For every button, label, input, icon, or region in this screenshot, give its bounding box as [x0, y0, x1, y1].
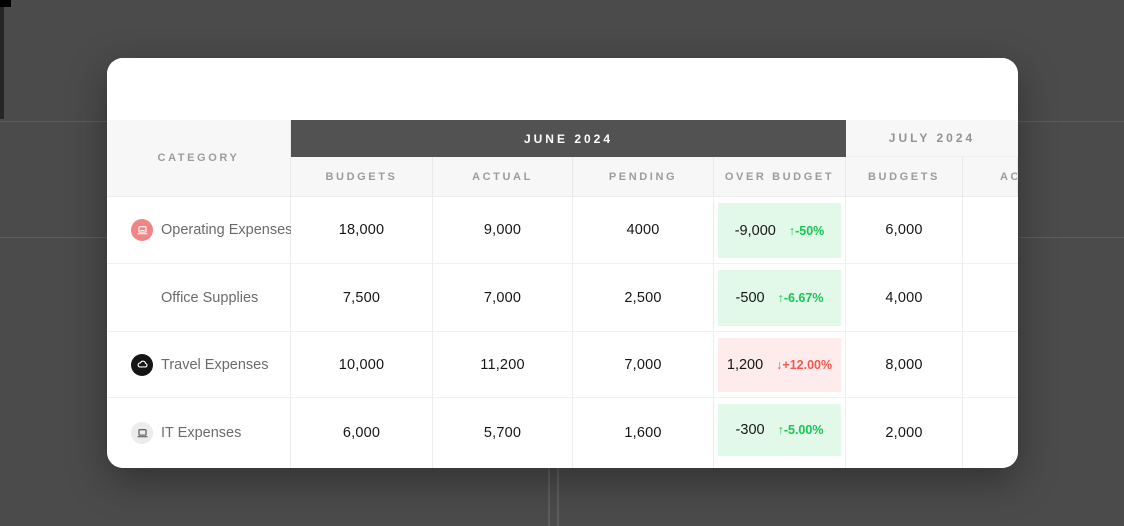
category-header-label: CATEGORY — [157, 152, 240, 164]
budget-table: CATEGORY JUNE 2024 JULY 2024 BUDGETS ACT… — [107, 120, 1018, 468]
over-budget-value: -300 — [735, 422, 765, 438]
july-budgets-cell: 4,000 — [846, 264, 963, 332]
column-header-june-actual: ACTUAL — [433, 157, 573, 197]
june-budgets-cell: 7,500 — [291, 264, 433, 332]
cloud-icon — [131, 353, 153, 376]
month-july-label: JULY 2024 — [888, 131, 976, 145]
june-over-budget-cell: -9,000 ↑-50% — [714, 197, 846, 264]
june-budgets-cell: 6,000 — [291, 398, 433, 468]
month-header-july: JULY 2024 — [846, 120, 1018, 157]
june-over-budget-cell: -300 ↑-5.00% — [714, 398, 846, 468]
cell-value: 4,000 — [885, 289, 923, 306]
column-header-june-pending: PENDING — [573, 157, 714, 197]
column-header-label: BUDGETS — [868, 170, 940, 183]
category-label: Operating Expenses — [161, 222, 293, 238]
budget-modal: CATEGORY JUNE 2024 JULY 2024 BUDGETS ACT… — [107, 58, 1018, 468]
column-header-july-budgets: BUDGETS — [846, 157, 963, 197]
laptop-icon — [131, 219, 153, 241]
arrow-up-icon: ↑ — [777, 291, 784, 305]
cell-value: 7,500 — [342, 289, 381, 306]
over-budget-percent: ↑-5.00% — [777, 423, 824, 437]
modal-header-blank — [107, 58, 1018, 120]
column-header-june-budgets: BUDGETS — [291, 157, 433, 197]
cell-value: 2,500 — [624, 289, 662, 306]
july-actual-cell — [963, 264, 1018, 332]
month-header-june: JUNE 2024 — [291, 120, 846, 157]
icon-spacer — [131, 287, 153, 309]
over-budget-percent: ↓+12.00% — [776, 358, 833, 372]
category-column-header: CATEGORY — [107, 120, 291, 197]
month-june-label: JUNE 2024 — [523, 131, 614, 146]
over-budget-percent: ↑-6.67% — [777, 291, 824, 305]
june-pending-cell: 2,500 — [573, 264, 714, 332]
over-budget-percent: ↑-50% — [788, 223, 825, 238]
july-actual-cell — [963, 332, 1018, 398]
cell-value: 10,000 — [338, 356, 385, 373]
over-budget-badge: 1,200 ↓+12.00% — [718, 338, 841, 392]
cell-value: 9,000 — [483, 222, 522, 238]
backdrop-divider — [557, 462, 559, 526]
arrow-up-icon: ↑ — [777, 423, 784, 437]
cell-value: 4000 — [626, 222, 660, 238]
cell-value: 7,000 — [624, 356, 662, 373]
cell-value: 2,000 — [885, 425, 923, 441]
june-budgets-cell: 10,000 — [291, 332, 433, 398]
june-actual-cell: 9,000 — [433, 197, 573, 264]
arrow-up-icon: ↑ — [788, 223, 796, 238]
column-header-label: ACTUAL — [1000, 170, 1017, 183]
column-header-june-over-budget: OVER BUDGET — [714, 157, 846, 197]
category-label: Office Supplies — [161, 289, 259, 306]
july-budgets-cell: 6,000 — [846, 197, 963, 264]
over-budget-value: -500 — [735, 290, 765, 306]
july-budgets-cell: 8,000 — [846, 332, 963, 398]
laptop-icon — [131, 422, 153, 444]
cell-value: 6,000 — [885, 222, 923, 238]
june-pending-cell: 1,600 — [573, 398, 714, 468]
category-cell-office-supplies[interactable]: Office Supplies — [107, 264, 291, 332]
cell-value: 7,000 — [483, 289, 522, 306]
cell-value: 18,000 — [338, 222, 385, 238]
june-actual-cell: 11,200 — [433, 332, 573, 398]
june-budgets-cell: 18,000 — [291, 197, 433, 264]
arrow-down-icon: ↓ — [776, 358, 783, 372]
july-actual-cell — [963, 197, 1018, 264]
july-actual-cell — [963, 398, 1018, 468]
column-header-label: ACTUAL — [472, 170, 533, 183]
category-label: Travel Expenses — [161, 356, 269, 373]
column-header-label: OVER BUDGET — [724, 170, 835, 183]
column-header-july-actual: ACTUAL — [963, 157, 1018, 197]
over-budget-badge: -300 ↑-5.00% — [718, 404, 841, 456]
backdrop-artifact — [0, 0, 11, 7]
cell-value: 6,000 — [342, 425, 381, 441]
over-budget-value: -9,000 — [734, 222, 776, 239]
june-over-budget-cell: 1,200 ↓+12.00% — [714, 332, 846, 398]
backdrop-artifact — [0, 0, 4, 119]
over-budget-badge: -500 ↑-6.67% — [718, 270, 841, 326]
backdrop-divider — [548, 462, 550, 526]
column-header-label: BUDGETS — [325, 170, 398, 183]
june-over-budget-cell: -500 ↑-6.67% — [714, 264, 846, 332]
june-pending-cell: 4000 — [573, 197, 714, 264]
cell-value: 1,600 — [624, 425, 662, 441]
column-header-label: PENDING — [608, 170, 678, 183]
over-budget-badge: -9,000 ↑-50% — [718, 203, 841, 258]
over-budget-value: 1,200 — [726, 357, 764, 373]
category-cell-travel-expenses[interactable]: Travel Expenses — [107, 332, 291, 398]
july-budgets-cell: 2,000 — [846, 398, 963, 468]
cell-value: 11,200 — [480, 356, 525, 373]
cell-value: 8,000 — [885, 356, 923, 373]
cell-value: 5,700 — [483, 425, 522, 441]
june-actual-cell: 7,000 — [433, 264, 573, 332]
june-pending-cell: 7,000 — [573, 332, 714, 398]
category-cell-it-expenses[interactable]: IT Expenses — [107, 398, 291, 468]
category-cell-operating-expenses[interactable]: Operating Expenses — [107, 197, 293, 264]
june-actual-cell: 5,700 — [433, 398, 573, 468]
category-label: IT Expenses — [161, 425, 242, 441]
